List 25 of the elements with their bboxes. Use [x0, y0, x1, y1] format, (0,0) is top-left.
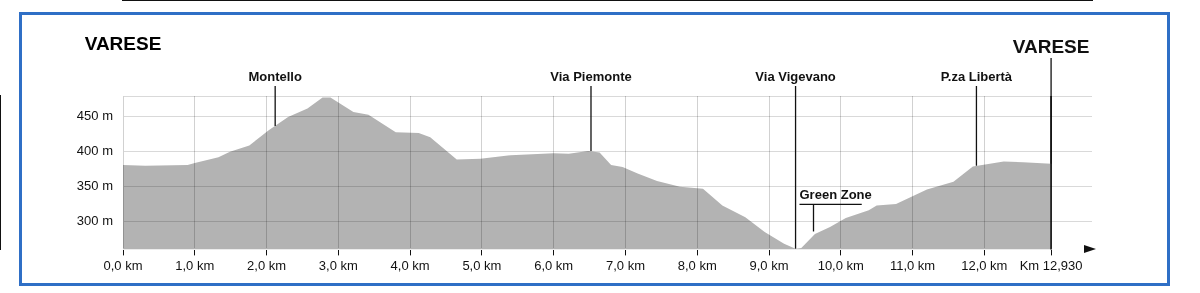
chart-title: VARESE: [84, 33, 162, 55]
y-tick-label: 350 m: [76, 178, 113, 194]
y-tick-label: 450 m: [76, 108, 113, 124]
y-tick-label: 300 m: [76, 213, 113, 229]
x-tick-label: 9,0 km: [749, 257, 789, 273]
annotation: Green Zone: [799, 187, 872, 203]
x-tick-label: 1,0 km: [175, 257, 215, 273]
x-tick-label: Km 12,930: [1019, 257, 1083, 273]
annotation: Via Vigevano: [755, 68, 836, 84]
annotation: Via Piemonte: [550, 68, 632, 84]
x-tick-label: 3,0 km: [318, 257, 358, 273]
y-tick-label: 400 m: [76, 143, 113, 159]
x-tick-label: 7,0 km: [605, 257, 645, 273]
annotation: P.za Libertà: [940, 68, 1013, 84]
x-tick-label: 10,0 km: [817, 257, 864, 273]
x-tick-label: 6,0 km: [534, 257, 574, 273]
annotation: VARESE: [1012, 36, 1090, 58]
x-tick-label: 12,0 km: [961, 257, 1008, 273]
x-tick-label: 8,0 km: [677, 257, 717, 273]
x-tick-label: 2,0 km: [247, 257, 287, 273]
annotation: Montello: [248, 68, 302, 84]
x-tick-label: 4,0 km: [390, 257, 430, 273]
x-tick-label: 0,0 km: [103, 257, 143, 273]
x-tick-label: 5,0 km: [462, 257, 502, 273]
x-tick-label: 11,0 km: [889, 257, 936, 273]
